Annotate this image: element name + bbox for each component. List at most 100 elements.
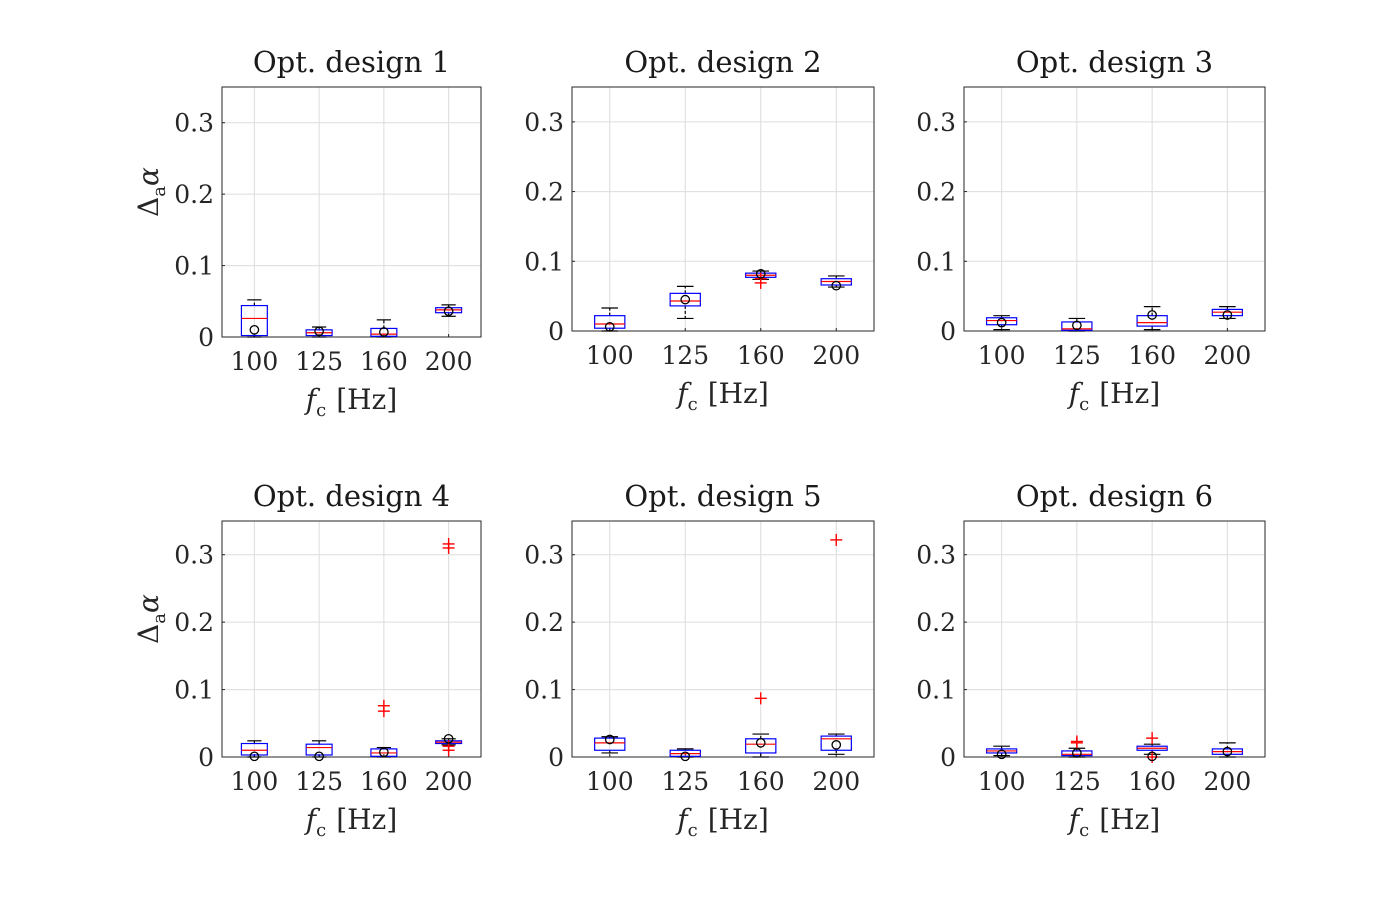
- box-125: [669, 748, 701, 762]
- x-axis-label-unit: [Hz]: [708, 377, 769, 410]
- box-100: [240, 740, 268, 762]
- mean-marker: [604, 321, 615, 332]
- box-125: [305, 326, 333, 338]
- mean-marker: [379, 327, 389, 337]
- y-tick-label: 0.2: [174, 608, 214, 637]
- mean-marker: [249, 325, 260, 335]
- axes-frame: [963, 520, 1266, 758]
- y-tick-label: 0.2: [524, 178, 564, 207]
- y-tick-label: 0.3: [174, 109, 214, 138]
- mean-marker: [604, 734, 615, 745]
- box-160: [745, 268, 777, 289]
- x-axis-label-sub: c: [1079, 820, 1089, 841]
- mean-marker: [755, 268, 766, 279]
- mean-marker: [1147, 751, 1157, 762]
- box-125: [1061, 735, 1093, 758]
- chart-title: Opt. design 1: [253, 45, 450, 79]
- x-tick-label: 125: [661, 767, 709, 796]
- y-tick-label: 0: [940, 743, 956, 772]
- x-axis-label-sub: c: [688, 394, 698, 415]
- mean-marker: [1222, 746, 1233, 757]
- y-tick-label: 0.1: [916, 247, 956, 276]
- mean-marker: [996, 749, 1007, 760]
- box-160: [1136, 732, 1168, 763]
- y-tick-label: 0.1: [524, 676, 564, 705]
- x-tick-label: 125: [1053, 767, 1101, 796]
- y-tick-label: 0.1: [916, 676, 956, 705]
- y-tick-label: 0.1: [174, 252, 214, 281]
- x-tick-label: 100: [978, 767, 1026, 796]
- x-tick-label: 200: [1204, 767, 1252, 796]
- x-tick-label: 100: [978, 341, 1026, 370]
- y-tick-label: 0.2: [916, 608, 956, 637]
- x-axis-label-sub: c: [316, 400, 326, 421]
- x-tick-label: 100: [586, 767, 634, 796]
- x-tick-label: 200: [425, 347, 473, 376]
- mean-marker: [1072, 320, 1082, 331]
- box-200: [820, 533, 852, 755]
- box-160: [370, 319, 398, 338]
- mean-marker: [680, 751, 691, 762]
- outlier-marker: [754, 692, 767, 705]
- mean-marker: [249, 751, 260, 762]
- mean-marker: [1222, 310, 1233, 320]
- outlier-marker: [754, 276, 767, 289]
- y-tick-label: 0.3: [524, 541, 564, 570]
- mean-marker: [996, 317, 1007, 328]
- y-tick-label: 0.2: [916, 178, 956, 207]
- x-axis-label: fc [Hz]: [675, 803, 769, 841]
- x-tick-label: 200: [1204, 341, 1252, 370]
- x-tick-label: 200: [425, 767, 473, 796]
- axes-frame: [571, 520, 875, 758]
- mean-marker: [443, 306, 454, 317]
- x-axis-label-sub: c: [688, 820, 698, 841]
- x-axis-label-unit: [Hz]: [1099, 803, 1160, 836]
- box-100: [594, 307, 626, 332]
- y-tick-label: 0: [548, 317, 564, 346]
- axes-frame: [963, 86, 1266, 332]
- x-axis-label-unit: [Hz]: [708, 803, 769, 836]
- chart-title: Opt. design 2: [624, 45, 821, 79]
- y-axis-label-var: α: [132, 594, 165, 613]
- chart-title: Opt. design 5: [624, 479, 821, 513]
- x-tick-label: 160: [360, 767, 408, 796]
- x-tick-label: 100: [231, 347, 279, 376]
- y-axis-label: Δaα: [132, 594, 170, 644]
- x-tick-label: 160: [737, 341, 785, 370]
- box-100: [240, 299, 268, 338]
- x-tick-label: 160: [737, 767, 785, 796]
- mean-marker: [680, 294, 691, 305]
- x-tick-label: 200: [812, 767, 860, 796]
- y-tick-label: 0: [198, 323, 214, 352]
- y-tick-label: 0: [940, 317, 956, 346]
- box-200: [820, 275, 852, 291]
- iqr-box: [1136, 315, 1168, 327]
- mean-marker: [831, 740, 842, 750]
- chart-title: Opt. design 6: [1016, 479, 1213, 513]
- y-tick-label: 0.3: [174, 541, 214, 570]
- iqr-box: [669, 292, 701, 307]
- iqr-box: [1061, 321, 1093, 331]
- iqr-box: [240, 742, 268, 756]
- x-tick-label: 160: [1128, 341, 1176, 370]
- y-axis-label-var: α: [132, 167, 165, 186]
- outlier-marker: [830, 533, 843, 546]
- y-axis-label-sub: a: [149, 186, 170, 197]
- iqr-box: [305, 743, 333, 756]
- mean-marker: [314, 326, 324, 337]
- box-125: [669, 285, 701, 320]
- outlier-marker: [1146, 732, 1159, 745]
- y-tick-label: 0.3: [916, 541, 956, 570]
- x-tick-label: 100: [586, 341, 634, 370]
- y-tick-label: 0.1: [174, 676, 214, 705]
- chart-title: Opt. design 4: [253, 479, 450, 513]
- x-tick-label: 125: [295, 347, 343, 376]
- mean-marker: [755, 737, 766, 748]
- mean-marker: [1147, 310, 1157, 320]
- y-tick-label: 0.1: [524, 247, 564, 276]
- x-axis-label-unit: [Hz]: [1099, 377, 1160, 410]
- x-tick-label: 125: [295, 767, 343, 796]
